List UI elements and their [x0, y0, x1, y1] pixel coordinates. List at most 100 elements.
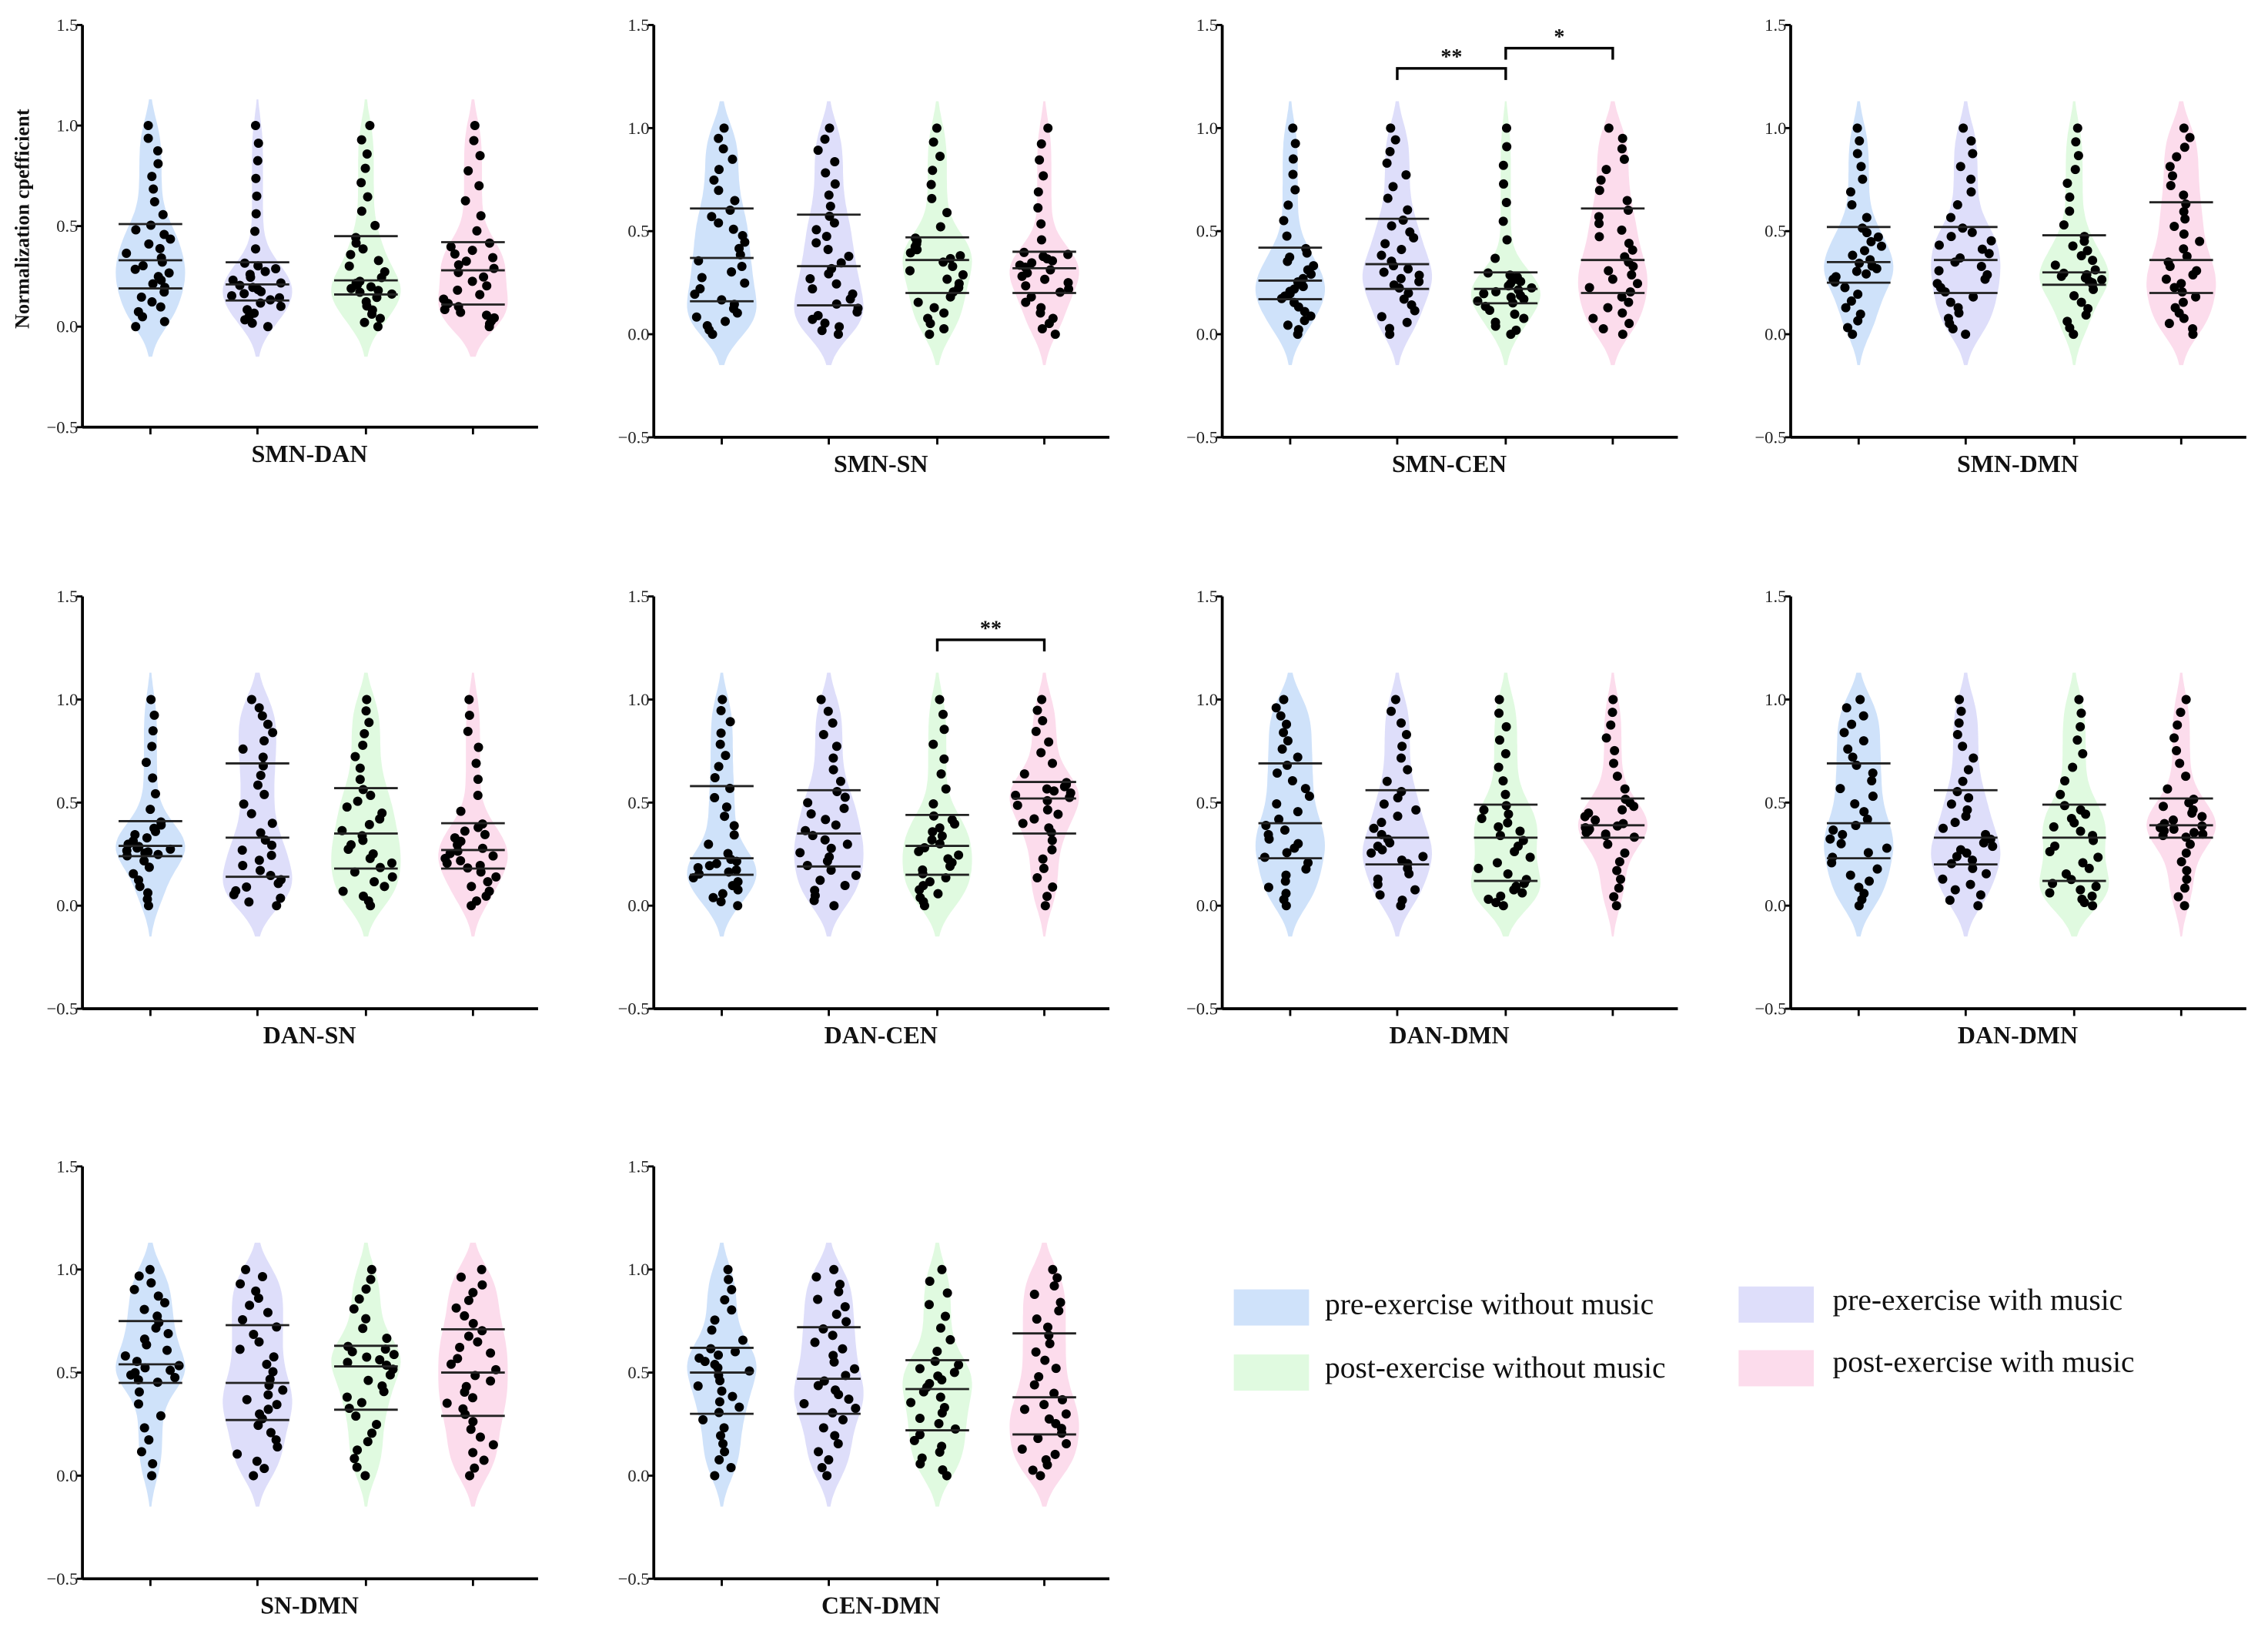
data-point — [1517, 888, 1527, 898]
data-point — [373, 256, 383, 266]
y-tick-label: 1.5 — [56, 587, 78, 606]
data-point — [2176, 857, 2186, 867]
data-point — [2198, 829, 2208, 839]
data-point — [1617, 292, 1627, 302]
data-point — [1852, 266, 1862, 276]
data-point — [473, 775, 483, 785]
data-point — [2082, 246, 2092, 256]
data-point — [729, 821, 739, 831]
data-point — [828, 1351, 838, 1361]
data-point — [366, 1264, 376, 1274]
data-point — [932, 1346, 942, 1356]
data-point — [2083, 303, 2093, 313]
data-point — [803, 798, 813, 808]
data-point — [1498, 901, 1508, 911]
data-point — [1405, 227, 1415, 237]
data-point — [1624, 238, 1634, 248]
violin-4 — [1577, 101, 1647, 366]
data-point — [1862, 269, 1872, 279]
data-point — [272, 901, 282, 911]
data-point — [806, 808, 816, 818]
data-point — [1369, 823, 1379, 833]
data-point — [2076, 721, 2086, 731]
data-point — [2179, 206, 2189, 216]
panel-title: DAN-DMN — [1958, 1022, 2078, 1049]
data-point — [477, 843, 487, 853]
data-point — [821, 231, 831, 241]
data-point — [2176, 279, 2186, 289]
data-point — [2068, 762, 2078, 772]
data-point — [1959, 123, 1969, 133]
data-point — [1373, 842, 1383, 852]
data-point — [1958, 742, 1968, 752]
data-point — [697, 273, 707, 283]
data-point — [1047, 845, 1057, 855]
data-point — [826, 843, 836, 853]
data-point — [144, 1434, 154, 1445]
data-point — [461, 256, 471, 266]
data-point — [830, 157, 840, 167]
data-point — [1858, 711, 1868, 721]
data-point — [263, 1390, 273, 1400]
data-point — [1617, 308, 1627, 318]
data-point — [1061, 1409, 1071, 1419]
violin-2 — [222, 672, 293, 937]
data-point — [479, 1455, 489, 1465]
data-point — [1839, 728, 1849, 738]
data-point — [721, 316, 731, 326]
data-point — [455, 1342, 465, 1352]
data-point — [1981, 869, 1992, 879]
data-point — [149, 823, 159, 833]
data-point — [453, 285, 463, 295]
data-point — [1609, 892, 1619, 902]
y-axis-label: Normalization cpefficient — [12, 109, 34, 329]
data-point — [1028, 1465, 1038, 1475]
data-point — [472, 226, 482, 236]
data-point — [255, 865, 266, 875]
data-point — [1288, 154, 1298, 164]
data-point — [2088, 901, 2098, 911]
data-point — [269, 1352, 279, 1362]
legend-label-pre-with: pre-exercise with music — [1832, 1283, 2122, 1317]
data-point — [1055, 1297, 1065, 1307]
data-point — [824, 1455, 834, 1465]
data-point — [824, 190, 834, 200]
data-point — [937, 1264, 947, 1274]
data-point — [1050, 330, 1060, 340]
data-point — [1044, 823, 1054, 833]
data-point — [1838, 829, 1848, 839]
violin-1 — [115, 1242, 186, 1507]
data-point — [152, 1311, 162, 1321]
data-point — [834, 1287, 844, 1297]
y-tick-label: 1.0 — [627, 690, 649, 709]
data-point — [148, 1458, 158, 1468]
data-point — [832, 787, 842, 797]
data-point — [361, 296, 371, 306]
data-point — [728, 154, 738, 164]
panel-smn-sn: 1.5 1.0 0.5 0.0 −0.5 SMN-SN — [618, 15, 1110, 477]
data-point — [1859, 807, 1869, 817]
data-point — [1825, 834, 1835, 844]
data-point — [1627, 269, 1637, 280]
data-point — [473, 790, 483, 800]
data-point — [1495, 831, 1505, 841]
data-point — [906, 1398, 916, 1408]
data-point — [935, 839, 945, 849]
data-point — [153, 1291, 163, 1301]
data-point — [1498, 776, 1508, 786]
data-point — [460, 826, 470, 836]
data-point — [252, 1456, 262, 1466]
data-point — [254, 855, 264, 865]
y-tick-label: 1.0 — [1765, 119, 1786, 138]
data-point — [710, 773, 720, 783]
data-point — [358, 244, 368, 254]
data-point — [267, 818, 277, 829]
data-point — [915, 1364, 925, 1374]
y-tick-label: 0.0 — [627, 896, 649, 916]
y-tick-label: 0.5 — [1765, 222, 1786, 241]
data-point — [723, 849, 733, 859]
data-point — [243, 305, 253, 315]
data-point — [915, 892, 925, 902]
data-point — [1490, 317, 1500, 327]
data-point — [727, 1284, 737, 1294]
